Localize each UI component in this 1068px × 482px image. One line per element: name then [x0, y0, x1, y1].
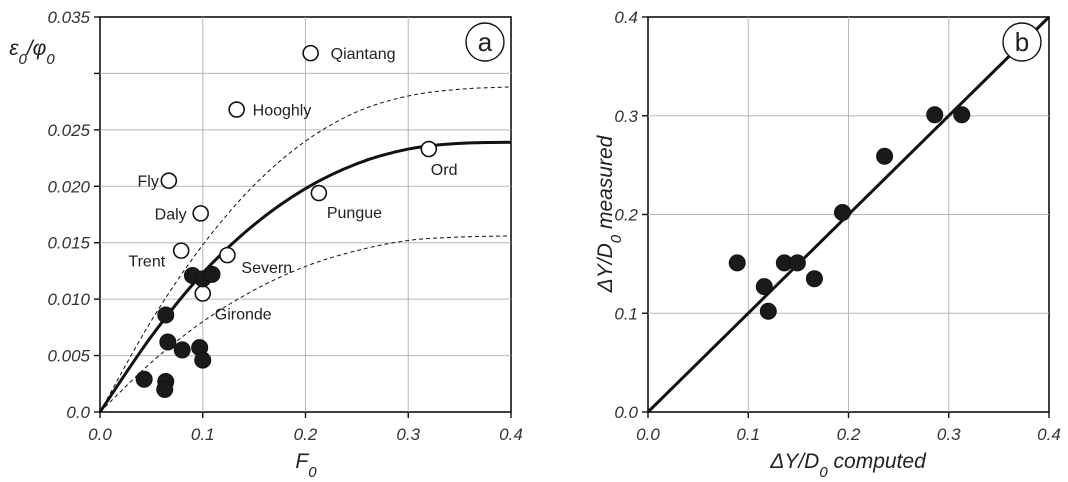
- filled-data-point: [926, 106, 944, 124]
- panel-a-letter-circle: [465, 22, 505, 62]
- point-label-hooghly: Hooghly: [253, 103, 312, 120]
- panel-b-letter: b: [1015, 27, 1029, 57]
- y-tick-label: 0.4: [614, 8, 638, 27]
- y-tick-label: 0.010: [47, 290, 90, 309]
- panel-a: 0.0 0.1 0.2 0.3 0.4 0.0 0.005 0.010 0.015 0.020 0.…: [9, 8, 523, 481]
- x-tick-label: 0.3: [396, 425, 420, 444]
- filled-data-point: [159, 333, 177, 351]
- y-tick-label: 0.2: [614, 206, 638, 225]
- panel-a-tick-labels: 0.0 0.1 0.2 0.3 0.4 0.0 0.005 0.010 0.015 0.020 0.…: [47, 8, 522, 444]
- fit-curve: [98, 140, 512, 413]
- panel-b-tick-marks: [642, 16, 1050, 418]
- y-tick-label: 0.015: [47, 234, 90, 253]
- filled-data-point: [194, 351, 212, 369]
- panel-a-point-labels: Qiantang Hooghly Fly Daly Trent Severn Gironde…: [128, 46, 457, 323]
- panel-b: 0.0 0.1 0.2 0.3 0.4 0.0 0.1 0.2 0.3 0.4 b ΔY/D0 c…: [594, 8, 1061, 481]
- y-tick-label: 0.1: [614, 304, 638, 323]
- point-label-daly: Daly: [155, 206, 187, 223]
- open-data-point: [228, 101, 245, 118]
- x-tick-label: 0.2: [837, 425, 861, 444]
- y-tick-label: 0.0: [614, 403, 638, 422]
- filled-data-point: [953, 106, 971, 124]
- x-tick-label: 0.4: [499, 425, 523, 444]
- y-tick-label: 0.005: [47, 347, 90, 366]
- filled-data-point: [728, 254, 746, 272]
- filled-data-point: [805, 270, 823, 288]
- x-tick-label: 0.3: [937, 425, 961, 444]
- panel-b-tick-labels: 0.0 0.1 0.2 0.3 0.4 0.0 0.1 0.2 0.3 0.4: [614, 8, 1060, 444]
- panel-a-points: [135, 44, 438, 398]
- filled-data-point: [788, 254, 806, 272]
- filled-data-point: [833, 204, 851, 222]
- open-data-point: [420, 140, 438, 158]
- point-label-trent: Trent: [128, 254, 165, 271]
- x-tick-label: 0.4: [1037, 425, 1061, 444]
- point-label-qiantang: Qiantang: [331, 46, 396, 63]
- panel-b-points: [728, 106, 971, 320]
- filled-data-point: [203, 265, 221, 283]
- x-tick-label: 0.0: [88, 425, 112, 444]
- panel-b-x-axis-label: ΔY/D0 computed: [769, 450, 927, 481]
- open-data-point: [310, 184, 328, 202]
- y-tick-label: 0.035: [47, 8, 90, 27]
- x-tick-label: 0.1: [191, 425, 215, 444]
- filled-data-point: [876, 147, 894, 165]
- filled-data-point: [135, 370, 153, 388]
- envelope-curve: [99, 86, 512, 413]
- open-data-point: [194, 285, 212, 302]
- point-label-gironde: Gironde: [215, 307, 272, 324]
- filled-data-point: [157, 306, 175, 324]
- panel-a-x-axis-label: F0: [295, 450, 317, 481]
- y-tick-label: 0.3: [614, 107, 638, 126]
- panel-b-letter-circle: [1002, 22, 1042, 62]
- x-tick-label: 0.1: [736, 425, 760, 444]
- point-label-fly: Fly: [138, 174, 159, 191]
- y-tick-label: 0.020: [47, 177, 90, 196]
- panel-a-curves: [98, 86, 512, 413]
- point-label-ord: Ord: [431, 162, 458, 179]
- panel-b-y-axis-label: ΔY/D0 measured: [594, 134, 625, 293]
- filled-data-point: [755, 278, 773, 296]
- open-data-point: [160, 172, 178, 189]
- filled-data-point: [759, 302, 777, 320]
- open-data-point: [219, 246, 236, 264]
- y-tick-label: 0.0: [66, 403, 90, 422]
- open-data-point: [302, 44, 319, 62]
- point-label-severn: Severn: [241, 260, 292, 277]
- point-label-pungue: Pungue: [327, 205, 382, 222]
- x-tick-label: 0.2: [294, 425, 318, 444]
- panel-a-tick-marks: [94, 16, 512, 418]
- open-data-point: [192, 205, 209, 222]
- open-data-point: [172, 242, 190, 259]
- panel-a-letter: a: [478, 27, 493, 57]
- filled-data-point: [156, 380, 174, 398]
- filled-data-point: [173, 341, 191, 359]
- y-tick-label: 0.025: [47, 121, 90, 140]
- envelope-curve: [99, 235, 512, 413]
- panel-a-y-axis-label: ε0/φ0: [9, 37, 55, 68]
- x-tick-label: 0.0: [636, 425, 660, 444]
